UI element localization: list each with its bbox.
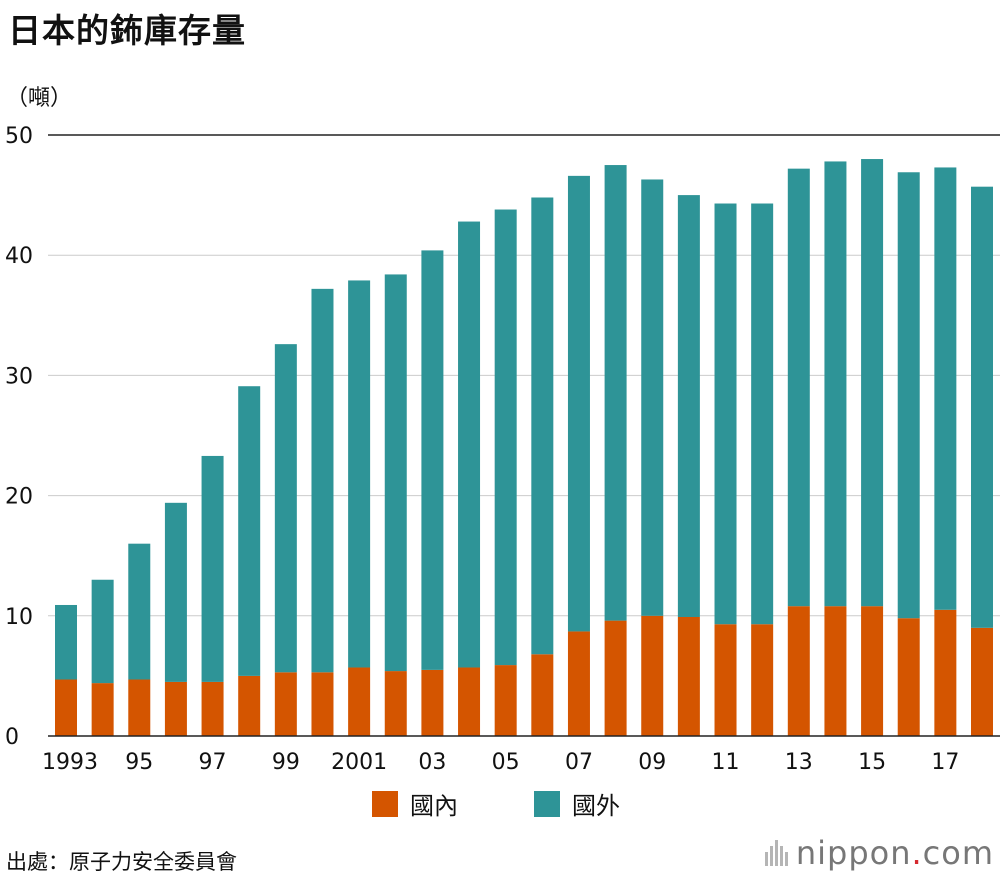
bar-overseas-1999 xyxy=(274,344,297,673)
bar-overseas-2013 xyxy=(787,168,810,607)
bar-domestic-2013 xyxy=(787,606,810,736)
y-tick-label: 0 xyxy=(5,725,19,750)
bar-domestic-2018 xyxy=(971,627,993,736)
legend-swatch-overseas xyxy=(534,790,560,817)
y-tick-label: 10 xyxy=(5,605,33,630)
y-tick-label: 50 xyxy=(5,124,33,149)
legend-label-overseas: 國外 xyxy=(572,792,620,820)
bar-domestic-1998 xyxy=(238,675,261,736)
legend-item-overseas: 國外 xyxy=(534,786,620,821)
bar-domestic-2001 xyxy=(348,667,371,736)
x-tick-label: 15 xyxy=(858,750,886,775)
bar-overseas-2017 xyxy=(934,167,957,610)
bar-domestic-2016 xyxy=(897,618,920,736)
logo-tld: com xyxy=(922,834,994,872)
bar-overseas-2014 xyxy=(824,161,847,607)
legend: 國內 國外 xyxy=(0,786,1000,826)
bar-overseas-1993 xyxy=(55,604,77,680)
x-tick-label: 07 xyxy=(565,750,593,775)
bar-overseas-2007 xyxy=(567,175,590,632)
bar-overseas-2006 xyxy=(531,197,554,655)
bar-domestic-2010 xyxy=(677,617,700,736)
y-tick-label: 20 xyxy=(5,485,33,510)
bar-overseas-2001 xyxy=(348,280,371,668)
bar-domestic-2003 xyxy=(421,669,444,736)
bar-overseas-2012 xyxy=(751,203,774,625)
x-tick-label: 03 xyxy=(418,750,446,775)
bar-overseas-2000 xyxy=(311,288,334,673)
logo-dot: . xyxy=(911,834,923,872)
x-tick-label: 13 xyxy=(785,750,813,775)
bar-domestic-2002 xyxy=(384,671,407,736)
x-tick-label: 95 xyxy=(125,750,153,775)
bar-domestic-2012 xyxy=(751,624,774,736)
bar-overseas-2016 xyxy=(897,172,920,619)
x-tick-label: 11 xyxy=(712,750,740,775)
x-tick-label: 05 xyxy=(492,750,520,775)
bar-domestic-1997 xyxy=(201,681,224,736)
bar-overseas-2005 xyxy=(494,209,517,666)
x-tick-label: 09 xyxy=(638,750,666,775)
bar-domestic-2011 xyxy=(714,624,737,736)
bar-domestic-2015 xyxy=(861,606,884,736)
legend-label-domestic: 國內 xyxy=(410,792,458,820)
bar-overseas-2004 xyxy=(458,221,481,668)
bar-domestic-2006 xyxy=(531,654,554,736)
bar-overseas-2010 xyxy=(677,195,700,618)
bar-domestic-2009 xyxy=(641,615,664,736)
bar-domestic-1994 xyxy=(91,683,114,736)
nippon-logo: nippon.com xyxy=(764,834,994,872)
bar-overseas-2011 xyxy=(714,203,737,625)
bar-overseas-2008 xyxy=(604,165,627,621)
bar-overseas-1996 xyxy=(164,502,187,682)
x-tick-label: 99 xyxy=(272,750,300,775)
bar-overseas-1997 xyxy=(201,455,224,682)
x-tick-label: 97 xyxy=(199,750,227,775)
bar-domestic-1993 xyxy=(55,679,77,736)
logo-name: nippon xyxy=(795,834,912,872)
bar-domestic-2017 xyxy=(934,609,957,736)
bar-domestic-1999 xyxy=(274,672,297,736)
bar-overseas-1994 xyxy=(91,579,114,684)
bar-overseas-1998 xyxy=(238,386,261,676)
bar-domestic-2000 xyxy=(311,672,334,736)
bar-domestic-2005 xyxy=(494,665,517,736)
bar-overseas-2002 xyxy=(384,274,407,672)
bar-domestic-2008 xyxy=(604,620,627,736)
legend-swatch-domestic xyxy=(372,790,398,817)
logo-bars-icon xyxy=(764,840,790,866)
x-tick-label: 1993 xyxy=(42,750,98,775)
y-tick-label: 30 xyxy=(5,364,33,389)
logo-text: nippon.com xyxy=(796,834,994,872)
chart-title: 日本的鈽庫存量 xyxy=(8,11,246,50)
bar-overseas-1995 xyxy=(128,543,151,680)
y-tick-label: 40 xyxy=(5,244,33,269)
y-axis-unit-label: （噸） xyxy=(6,86,73,111)
bar-domestic-2007 xyxy=(567,631,590,736)
bar-domestic-1996 xyxy=(164,681,187,736)
bar-overseas-2018 xyxy=(971,186,993,628)
bar-overseas-2003 xyxy=(421,250,444,670)
x-tick-label: 17 xyxy=(931,750,959,775)
x-tick-label: 2001 xyxy=(331,750,387,775)
legend-item-domestic: 國內 xyxy=(372,786,458,821)
bar-domestic-2004 xyxy=(458,667,481,736)
bar-domestic-1995 xyxy=(128,679,151,736)
bar-overseas-2009 xyxy=(641,179,664,616)
source-note: 出處：原子力安全委員會 xyxy=(6,850,237,874)
bar-domestic-2014 xyxy=(824,606,847,736)
bar-overseas-2015 xyxy=(861,159,884,607)
